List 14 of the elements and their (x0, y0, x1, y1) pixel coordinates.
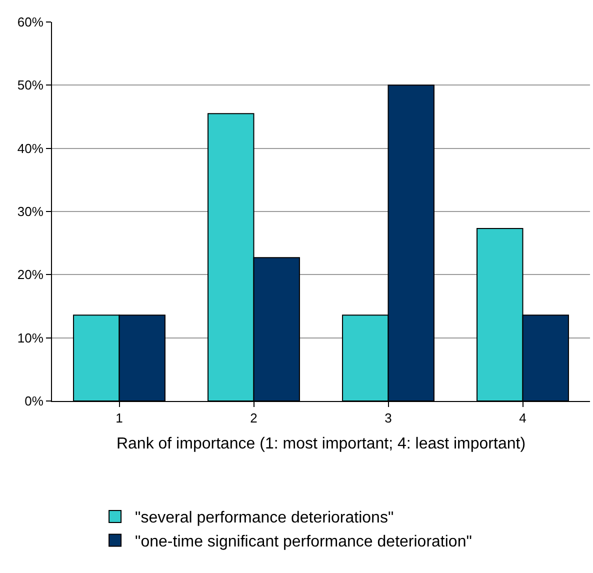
y-tick-label: 40% (17, 140, 44, 156)
y-tick-label: 50% (17, 78, 44, 93)
x-tick-label: 2 (250, 410, 258, 426)
legend-label: "one-time significant performance deterioration" (135, 533, 472, 550)
y-tick-label: 0% (24, 394, 44, 409)
y-tick-label: 30% (17, 204, 44, 220)
legend-label: "several performance deteriorations" (135, 510, 394, 527)
x-tick-label: 4 (519, 410, 526, 426)
y-tick-label: 60% (17, 14, 44, 30)
x-tick-label: 3 (384, 410, 392, 426)
x-axis-title: Rank of importance (1: most important; 4: least important) (116, 435, 526, 452)
y-tick-label: 20% (17, 267, 44, 282)
x-tick-label: 1 (116, 410, 123, 426)
y-tick-label: 10% (17, 330, 44, 346)
